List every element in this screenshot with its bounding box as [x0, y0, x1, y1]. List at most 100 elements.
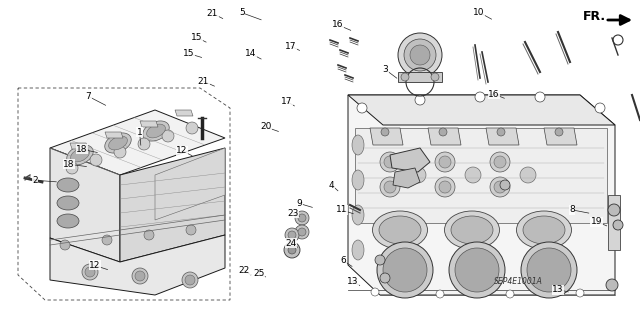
Ellipse shape	[445, 211, 499, 249]
Circle shape	[82, 264, 98, 280]
Polygon shape	[428, 128, 461, 145]
Text: 9: 9	[297, 199, 302, 208]
Circle shape	[490, 177, 510, 197]
Circle shape	[298, 214, 306, 222]
Circle shape	[371, 288, 379, 296]
Ellipse shape	[105, 133, 131, 153]
Ellipse shape	[379, 216, 421, 244]
Circle shape	[439, 128, 447, 136]
Circle shape	[410, 167, 426, 183]
Text: 23: 23	[287, 209, 299, 218]
Circle shape	[606, 279, 618, 291]
Circle shape	[535, 92, 545, 102]
Text: 12: 12	[176, 146, 188, 155]
Circle shape	[465, 167, 481, 183]
Text: 11: 11	[336, 205, 348, 214]
Circle shape	[182, 272, 198, 288]
Circle shape	[500, 180, 510, 190]
Bar	[355, 128, 607, 223]
Text: 3: 3	[383, 65, 388, 74]
Circle shape	[494, 181, 506, 193]
Circle shape	[288, 231, 296, 239]
Text: 2: 2	[33, 176, 38, 185]
Ellipse shape	[70, 148, 90, 162]
Circle shape	[398, 33, 442, 77]
Polygon shape	[348, 95, 615, 125]
Text: 15: 15	[183, 49, 195, 58]
Circle shape	[608, 204, 620, 216]
Polygon shape	[486, 128, 519, 145]
Ellipse shape	[143, 121, 169, 141]
Ellipse shape	[147, 124, 165, 138]
Text: 16: 16	[332, 20, 344, 29]
Text: FR.: FR.	[583, 10, 606, 23]
Circle shape	[144, 230, 154, 240]
Text: 21: 21	[198, 77, 209, 86]
Circle shape	[384, 181, 396, 193]
Circle shape	[185, 275, 195, 285]
Ellipse shape	[109, 136, 127, 150]
Ellipse shape	[352, 205, 364, 225]
Circle shape	[613, 220, 623, 230]
Circle shape	[576, 289, 584, 297]
Text: SEP4E1001A: SEP4E1001A	[493, 278, 543, 286]
Circle shape	[431, 73, 439, 81]
Text: 7: 7	[86, 92, 91, 101]
Text: 6: 6	[341, 256, 346, 265]
Circle shape	[90, 154, 102, 166]
Circle shape	[520, 167, 536, 183]
Circle shape	[60, 240, 70, 250]
Ellipse shape	[57, 214, 79, 228]
Ellipse shape	[516, 211, 572, 249]
Circle shape	[439, 156, 451, 168]
Circle shape	[66, 162, 78, 174]
Polygon shape	[140, 121, 158, 127]
Text: 14: 14	[245, 49, 257, 58]
Polygon shape	[390, 148, 430, 172]
Text: 21: 21	[207, 9, 218, 18]
Text: 17: 17	[281, 97, 292, 106]
Circle shape	[383, 248, 427, 292]
Text: 17: 17	[285, 42, 297, 51]
Circle shape	[380, 177, 400, 197]
Polygon shape	[393, 168, 420, 188]
Circle shape	[285, 228, 299, 242]
Text: 22: 22	[239, 266, 250, 275]
Circle shape	[384, 156, 396, 168]
Circle shape	[132, 268, 148, 284]
Circle shape	[186, 225, 196, 235]
Text: 10: 10	[473, 8, 484, 17]
Circle shape	[135, 271, 145, 281]
Text: 24: 24	[285, 239, 297, 248]
Ellipse shape	[451, 216, 493, 244]
Circle shape	[455, 248, 499, 292]
Text: 1: 1	[137, 128, 142, 137]
Polygon shape	[50, 148, 120, 262]
Circle shape	[435, 177, 455, 197]
Ellipse shape	[352, 240, 364, 260]
Circle shape	[527, 248, 571, 292]
Circle shape	[410, 45, 430, 65]
Circle shape	[595, 103, 605, 113]
Circle shape	[298, 228, 306, 236]
Polygon shape	[370, 128, 403, 145]
Text: 19: 19	[591, 217, 602, 226]
Text: 20: 20	[260, 122, 271, 131]
Circle shape	[162, 130, 174, 142]
Circle shape	[375, 255, 385, 265]
Circle shape	[439, 181, 451, 193]
Text: 5: 5	[239, 8, 244, 17]
Circle shape	[506, 290, 514, 298]
Ellipse shape	[352, 170, 364, 190]
Circle shape	[497, 128, 505, 136]
Text: 15: 15	[191, 33, 203, 42]
Polygon shape	[50, 235, 225, 295]
Polygon shape	[544, 128, 577, 145]
Text: 18: 18	[63, 160, 75, 169]
Ellipse shape	[523, 216, 565, 244]
Bar	[398, 72, 442, 82]
Circle shape	[85, 267, 95, 277]
Circle shape	[415, 95, 425, 105]
Polygon shape	[175, 110, 193, 116]
Circle shape	[114, 146, 126, 158]
